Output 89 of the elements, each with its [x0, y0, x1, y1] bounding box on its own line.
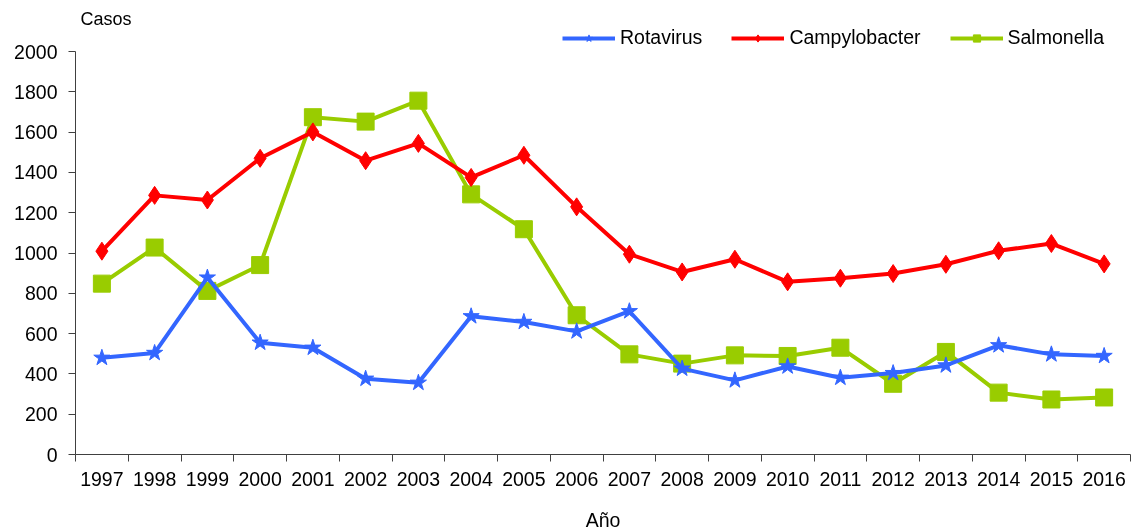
point: [92, 274, 111, 293]
y-tick-label: 1800: [14, 80, 58, 103]
y-tick-label: 400: [24, 362, 58, 385]
y-tick-label: 1000: [14, 242, 58, 264]
x-tick-label: 2013: [924, 467, 968, 490]
x-tick-label: 2005: [502, 467, 546, 490]
x-tick-label: 2010: [765, 467, 810, 490]
point: [306, 122, 320, 142]
point: [198, 268, 216, 285]
point: [464, 167, 478, 187]
point: [253, 148, 267, 168]
point: [145, 238, 164, 257]
point: [359, 151, 373, 171]
x-tick-label: 2009: [713, 467, 757, 490]
y-axis-title: Casos: [80, 8, 132, 29]
point: [1044, 234, 1058, 254]
x-tick-label: 2012: [871, 467, 915, 490]
y-tick-label: 800: [24, 282, 58, 305]
point: [409, 373, 427, 391]
legend-label: Campylobacter: [789, 26, 921, 49]
point: [567, 306, 586, 325]
x-tick-label: 2006: [554, 467, 599, 490]
point: [411, 133, 425, 153]
x-tick-label: 2007: [607, 467, 652, 490]
point: [1042, 390, 1061, 409]
point: [620, 302, 638, 319]
point: [462, 307, 480, 324]
x-tick-label: 2011: [819, 467, 862, 490]
point: [939, 254, 953, 274]
x-tick-label: 1999: [185, 467, 230, 490]
point: [728, 249, 742, 269]
point: [622, 244, 636, 264]
point: [989, 383, 1008, 402]
point: [409, 91, 428, 110]
point: [1097, 254, 1111, 274]
y-tick-label: 1400: [14, 161, 58, 184]
point: [95, 241, 109, 261]
y-tick-label: 0: [46, 443, 58, 466]
x-tick-label: 1998: [132, 467, 177, 490]
point: [779, 357, 797, 374]
point: [251, 256, 270, 275]
y-tick-label: 600: [24, 322, 58, 345]
x-tick-label: 2004: [449, 467, 493, 490]
y-tick-label: 1600: [14, 121, 58, 144]
point: [620, 345, 639, 364]
x-tick-label: 2015: [1029, 467, 1074, 490]
x-tick-label: 2003: [396, 467, 441, 490]
point: [1042, 345, 1060, 362]
point: [831, 368, 849, 386]
point: [148, 185, 162, 205]
point: [990, 336, 1008, 353]
point: [200, 190, 214, 210]
x-tick-label: 2002: [343, 467, 388, 490]
point: [781, 272, 795, 292]
x-tick-label: 2000: [238, 467, 282, 490]
point: [251, 333, 269, 351]
point: [936, 342, 955, 361]
point: [886, 264, 900, 284]
point: [356, 112, 375, 131]
point: [725, 346, 744, 365]
point: [1095, 388, 1114, 407]
point: [675, 262, 689, 282]
point: [304, 338, 322, 356]
y-tick-label: 2000: [14, 40, 58, 63]
point: [462, 185, 481, 204]
point: [517, 145, 531, 165]
point: [992, 241, 1006, 261]
point: [514, 220, 533, 239]
point: [303, 108, 322, 127]
point: [146, 343, 164, 361]
point: [1095, 346, 1113, 364]
point: [515, 312, 533, 330]
y-tick-label: 1200: [14, 201, 58, 224]
point: [831, 338, 850, 357]
legend-label: Salmonella: [1007, 26, 1104, 49]
point: [357, 369, 375, 387]
x-tick-label: 1997: [80, 467, 124, 490]
point: [884, 364, 902, 381]
x-tick-label: 2014: [976, 467, 1021, 490]
point: [833, 268, 847, 288]
legend-label: Rotavirus: [620, 26, 703, 49]
x-tick-label: 2016: [1082, 467, 1126, 490]
x-tick-label: 2008: [660, 467, 704, 490]
x-tick-label: 2001: [291, 467, 335, 490]
point: [93, 348, 111, 366]
point: [673, 359, 691, 377]
y-tick-label: 200: [24, 403, 58, 426]
point: [570, 197, 584, 217]
x-axis-title: Año: [585, 508, 621, 531]
